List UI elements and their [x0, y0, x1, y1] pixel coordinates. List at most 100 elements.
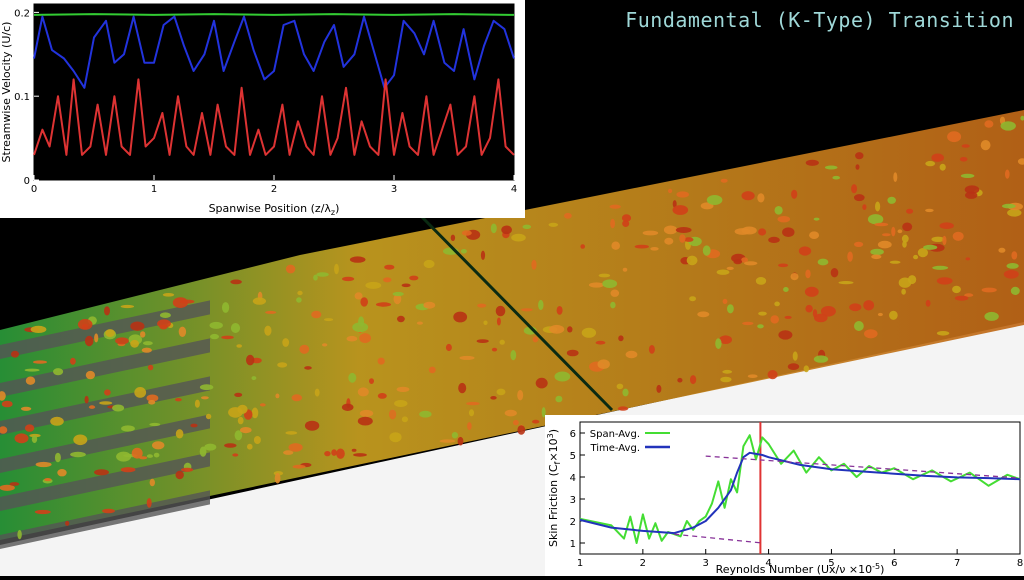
- vortex-blob: [1010, 286, 1020, 295]
- vortex-blob: [855, 164, 860, 170]
- vortex-blob: [939, 222, 954, 229]
- vortex-blob: [741, 191, 755, 201]
- vortex-blob: [491, 347, 498, 352]
- vortex-blob: [383, 277, 392, 283]
- vortex-blob: [510, 350, 517, 361]
- vortex-blob: [787, 363, 800, 370]
- vortex-blob: [611, 241, 620, 250]
- vortex-blob: [847, 251, 853, 262]
- laminar-streak: [0, 338, 210, 397]
- vortex-blob: [322, 343, 328, 347]
- vortex-blob: [25, 376, 36, 385]
- vortex-blob: [672, 200, 677, 208]
- vortex-blob: [689, 296, 696, 302]
- vortex-blob: [175, 398, 182, 402]
- y-axis-label: Skin Friction (Cf×103): [546, 429, 562, 547]
- vortex-blob: [148, 400, 156, 405]
- vortex-blob: [285, 264, 296, 274]
- vortex-blob: [936, 277, 953, 285]
- vortex-blob: [758, 311, 767, 316]
- vortex-blob: [423, 301, 436, 309]
- vortex-blob: [891, 226, 896, 237]
- vortex-blob: [466, 401, 480, 406]
- vortex-blob: [541, 407, 546, 418]
- vortex-blob: [57, 469, 67, 477]
- vortex-blob: [722, 298, 728, 304]
- vortex-blob: [457, 436, 464, 446]
- vortex-blob: [555, 395, 563, 403]
- vortex-blob: [316, 272, 329, 277]
- vortex-blob: [259, 403, 266, 407]
- vortex-blob: [984, 311, 999, 321]
- vortex-blob: [947, 131, 962, 143]
- vortex-blob: [153, 452, 160, 458]
- vortex-blob: [676, 191, 689, 198]
- y-tick-label: 0: [24, 176, 30, 187]
- vortex-blob: [115, 337, 129, 345]
- vortex-blob: [727, 304, 734, 314]
- vortex-blob: [35, 461, 52, 468]
- y-tick-label: 1: [570, 539, 576, 550]
- vortex-blob: [428, 366, 436, 374]
- vortex-blob: [222, 302, 230, 313]
- vortex-blob: [622, 388, 629, 397]
- vortex-blob: [143, 341, 153, 346]
- vortex-blob: [602, 279, 618, 289]
- vortex-blob: [767, 370, 778, 380]
- vortex-blob: [342, 276, 355, 282]
- vortex-blob: [234, 392, 243, 397]
- vortex-blob: [397, 315, 405, 323]
- vortex-blob: [813, 355, 829, 363]
- vortex-blob: [898, 277, 912, 288]
- vortex-blob: [44, 478, 52, 482]
- vortex-blob: [832, 175, 840, 180]
- series-line: [579, 434, 1021, 544]
- x-axis-label: Reynolds Number (Ux/ν ×10-5): [716, 562, 885, 576]
- vortex-blob: [299, 344, 310, 354]
- x-tick-label: 6: [891, 558, 897, 569]
- vortex-blob: [360, 297, 369, 307]
- vortex-blob: [954, 295, 969, 301]
- vortex-blob: [625, 350, 638, 359]
- vortex-blob: [774, 206, 783, 215]
- vortex-blob: [467, 422, 472, 431]
- vortex-blob: [9, 482, 20, 486]
- vortex-blob: [146, 498, 152, 508]
- vortex-blob: [855, 152, 864, 160]
- vortex-blob: [871, 254, 882, 260]
- vortex-blob: [952, 285, 961, 294]
- spanwise-velocity-chart: 0 1 2 3 4 0 0.1 0.2 Spanwise Position (z/λz) St…: [0, 0, 525, 218]
- vortex-blob: [134, 387, 147, 398]
- vortex-blob: [120, 304, 135, 309]
- vortex-blob: [716, 269, 730, 275]
- vortex-blob: [610, 301, 616, 309]
- vortex-blob: [642, 230, 659, 236]
- vortex-blob: [359, 333, 371, 344]
- vortex-blob: [887, 196, 896, 204]
- x-tick-label: 5: [828, 558, 834, 569]
- vortex-blob: [774, 301, 780, 307]
- vortex-blob: [609, 204, 621, 209]
- vortex-blob: [770, 315, 779, 324]
- vortex-blob: [140, 331, 146, 338]
- laminar-streak: [0, 490, 210, 549]
- vortex-blob: [535, 377, 548, 389]
- vortex-blob: [237, 404, 248, 414]
- vortex-blob: [141, 347, 152, 353]
- vortex-blob: [522, 224, 532, 229]
- vortex-blob: [84, 335, 94, 347]
- vortex-blob: [805, 304, 813, 313]
- vortex-blob: [480, 250, 486, 260]
- vortex-blob: [768, 236, 780, 243]
- vortex-blob: [24, 424, 35, 432]
- vortex-blob: [194, 399, 200, 408]
- y-tick-label: 2: [570, 517, 576, 528]
- vortex-blob: [684, 237, 694, 242]
- vortex-blob: [423, 259, 435, 269]
- vortex-blob: [663, 225, 678, 235]
- vortex-blob: [677, 377, 683, 383]
- vortex-blob: [104, 306, 110, 316]
- vortex-blob: [854, 241, 864, 247]
- vortex-blob: [532, 419, 540, 424]
- vortex-blob: [495, 305, 506, 317]
